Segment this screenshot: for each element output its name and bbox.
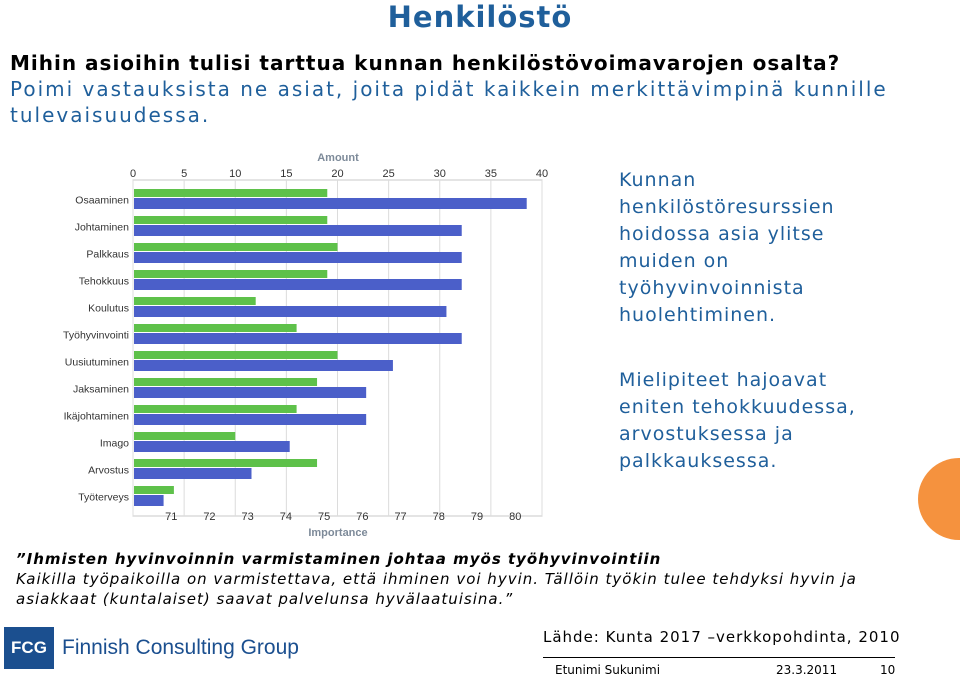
amount-bar [134,378,318,386]
amount-bar [134,297,256,305]
bottom-axis-ticks: 71 72 73 74 75 76 77 78 79 80 [165,511,521,523]
question-line-1: Mihin asioihin tulisi tarttua kunnan hen… [10,51,841,75]
amount-bar [134,216,328,224]
category-labels: Osaaminen Johtaminen Palkkaus Tehokkuus Koul… [63,195,129,504]
decorative-corner-arc [918,458,960,540]
bottom-tick-label: 77 [394,511,406,523]
slide-title: Henkilöstö [387,0,573,34]
top-axis-label: Amount [317,152,359,164]
category-label: Työterveys [78,492,129,504]
importance-bar [134,414,367,425]
fcg-logo: FCG Finnish Consulting Group [4,627,304,673]
category-label: Osaaminen [75,195,129,207]
top-tick-label: 15 [280,168,292,180]
category-label: Imago [100,438,129,450]
note-wellbeing: Kunnan henkilöstöresurssien hoidossa asi… [619,169,835,326]
bottom-tick-label: 73 [242,511,254,523]
bottom-tick-label: 72 [203,511,215,523]
footer-page-number: 10 [880,663,896,677]
importance-bar [134,333,462,344]
importance-bar [134,441,290,452]
quote-block: ”Ihmisten hyvinvoinnin varmistaminen joh… [16,549,896,609]
top-tick-label: 30 [434,168,446,180]
top-tick-label: 25 [383,168,395,180]
chart-bars [134,189,527,506]
top-axis-ticks: 0 5 10 15 20 25 30 35 40 [130,168,548,180]
category-label: Arvostus [88,465,129,477]
top-tick-label: 40 [536,168,548,180]
bottom-axis-label: Importance [308,527,367,539]
category-label: Tehokkuus [79,276,129,288]
category-label: Jaksaminen [73,384,129,396]
amount-bar [134,189,328,197]
importance-bar [134,279,462,290]
amount-bar [134,243,338,251]
top-tick-label: 5 [181,168,187,180]
question-text: Mihin asioihin tulisi tarttua kunnan hen… [10,50,910,128]
category-label: Uusiutuminen [65,357,129,369]
bottom-tick-label: 80 [509,511,521,523]
bottom-tick-label: 79 [471,511,483,523]
category-label: Johtaminen [75,222,129,234]
amount-bar [134,459,318,467]
bottom-tick-label: 75 [318,511,330,523]
quote-heading: ”Ihmisten hyvinvoinnin varmistaminen joh… [16,550,662,568]
top-tick-label: 35 [485,168,497,180]
note-opinions: Mielipiteet hajoavat eniten tehokkuudess… [619,369,856,472]
importance-bar [134,252,462,263]
category-label: Koulutus [88,303,129,315]
footer-date: 23.3.2011 [776,663,838,677]
importance-bar [134,306,447,317]
category-label: Ikäjohtaminen [64,411,130,423]
amount-bar [134,432,236,440]
bottom-tick-label: 78 [433,511,445,523]
top-tick-label: 0 [130,168,136,180]
bottom-tick-label: 76 [356,511,368,523]
question-line-2: Poimi vastauksista ne asiat, joita pidät… [10,77,888,127]
fcg-logo-name: Finnish Consulting Group [62,636,299,659]
importance-bar [134,198,527,209]
source-text: Lähde: Kunta 2017 –verkkopohdinta, 2010 [543,628,901,646]
amount-bar [134,324,297,332]
amount-bar [134,270,328,278]
category-label: Työhyvinvointi [63,330,129,342]
bar-chart: 0 5 10 15 20 25 30 35 40 71 72 73 74 75 76 77 78 79 80 Os… [63,152,548,539]
amount-bar [134,405,297,413]
top-tick-label: 10 [229,168,241,180]
importance-bar [134,495,164,506]
quote-body: Kaikilla työpaikoilla on varmistettava, … [16,570,857,608]
category-label: Palkkaus [86,249,129,261]
bottom-tick-label: 71 [165,511,177,523]
importance-bar [134,360,393,371]
top-tick-label: 20 [331,168,343,180]
importance-bar [134,387,367,398]
amount-bar [134,351,338,359]
importance-bar [134,468,252,479]
footer-author: Etunimi Sukunimi [555,663,661,677]
bottom-tick-label: 74 [280,511,292,523]
fcg-logo-mark: FCG [4,627,54,669]
importance-bar [134,225,462,236]
footer-divider [543,657,895,658]
amount-bar [134,486,174,494]
